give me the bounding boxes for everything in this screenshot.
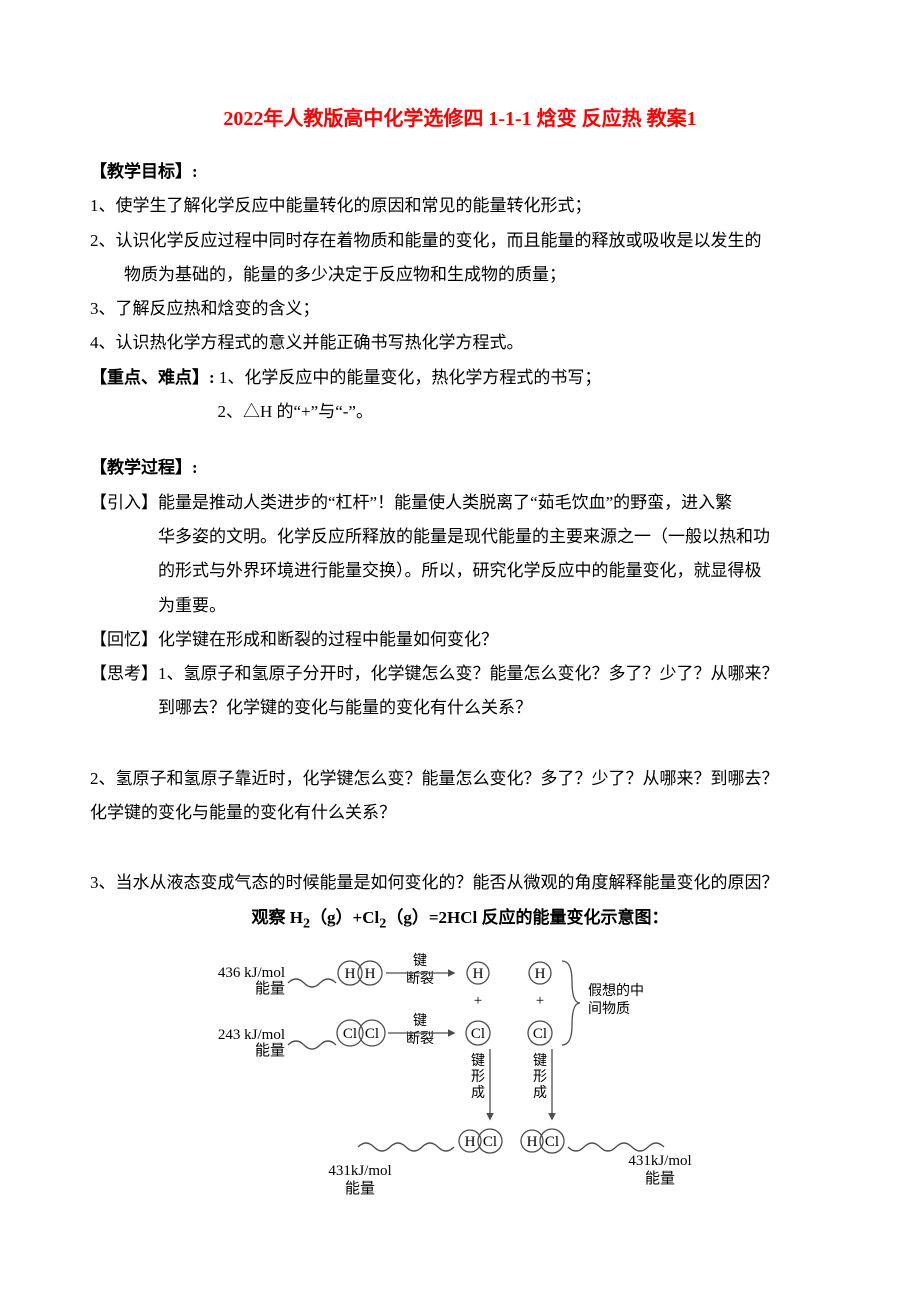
hcl-2: H Cl bbox=[521, 1129, 564, 1153]
goal-3: 3、了解反应热和焓变的含义； bbox=[90, 293, 830, 325]
energy-diagram: 436 kJ/mol 能量 243 kJ/mol 能量 H H Cl Cl bbox=[190, 943, 730, 1203]
svg-text:成: 成 bbox=[471, 1085, 485, 1101]
intro-line2: 华多姿的文明。化学反应所释放的能量是现代能量的主要来源之一（一般以热和功 bbox=[90, 521, 830, 553]
observe-sub1: 2 bbox=[303, 915, 310, 931]
observe-middle: （g）+Cl bbox=[310, 908, 379, 927]
recall-line: 【回忆】化学键在形成和断裂的过程中能量如何变化？ bbox=[90, 624, 830, 656]
svg-text:Cl: Cl bbox=[533, 1026, 547, 1042]
think1-line1: 【思考】1、氢原子和氢原子分开时，化学键怎么变？能量怎么变化？多了？少了？从哪来… bbox=[90, 658, 830, 690]
svg-text:+: + bbox=[474, 993, 482, 1009]
intro-text-1: 能量是推动人类进步的“杠杆”！能量使人类脱离了“茹毛饮血”的野蛮，进入繁 bbox=[158, 493, 732, 512]
think1-line2: 到哪去？化学键的变化与能量的变化有什么关系？ bbox=[90, 692, 830, 724]
svg-text:H: H bbox=[473, 966, 484, 982]
svg-text:H: H bbox=[527, 1134, 538, 1150]
svg-text:假想的中: 假想的中 bbox=[588, 983, 644, 999]
process-heading-text: 【教学过程】: bbox=[90, 458, 198, 477]
intro-line3: 的形式与外界环境进行能量交换）。所以，研究化学反应中的能量变化，就显得极 bbox=[90, 555, 830, 587]
goal-1: 1、使学生了解化学反应中能量转化的原因和常见的能量转化形式； bbox=[90, 190, 830, 222]
keypoint-2: 2、△H 的“+”与“-”。 bbox=[90, 396, 830, 428]
keypoint-heading: 【重点、难点】: bbox=[90, 368, 215, 387]
svg-text:Cl: Cl bbox=[343, 1026, 357, 1042]
svg-text:键: 键 bbox=[471, 1053, 485, 1069]
recall-text: 化学键在形成和断裂的过程中能量如何变化？ bbox=[158, 630, 498, 649]
svg-text:键: 键 bbox=[413, 1013, 427, 1029]
svg-text:Cl: Cl bbox=[365, 1026, 379, 1042]
e431-left-energy: 能量 bbox=[345, 1180, 375, 1197]
keypoint-line1: 【重点、难点】: 1、化学反应中的能量变化，热化学方程式的书写； bbox=[90, 362, 830, 394]
observe-line: 观察 H2（g）+Cl2（g）=2HCl 反应的能量变化示意图： bbox=[90, 902, 830, 937]
page-title: 2022年人教版高中化学选修四 1-1-1 焓变 反应热 教案1 bbox=[90, 100, 830, 138]
goal-2-line1: 2、认识化学反应过程中同时存在着物质和能量的变化，而且能量的释放或吸收是以发生的 bbox=[90, 225, 830, 257]
svg-text:H: H bbox=[345, 966, 356, 982]
hcl-1: H Cl bbox=[459, 1129, 502, 1153]
svg-text:+: + bbox=[536, 993, 544, 1009]
svg-text:H: H bbox=[365, 966, 376, 982]
observe-prefix: 观察 H bbox=[252, 908, 303, 927]
e243-energy: 能量 bbox=[255, 1042, 285, 1059]
intro-line1: 【引入】能量是推动人类进步的“杠杆”！能量使人类脱离了“茹毛饮血”的野蛮，进入繁 bbox=[90, 487, 830, 519]
goals-heading-text: 【教学目标】: bbox=[90, 162, 198, 181]
svg-text:间物质: 间物质 bbox=[588, 1001, 630, 1017]
intermediate-col1: H + Cl bbox=[466, 962, 490, 1045]
think2-line2: 化学键的变化与能量的变化有什么关系？ bbox=[90, 797, 830, 829]
goal-4: 4、认识热化学方程式的意义并能正确书写热化学方程式。 bbox=[90, 327, 830, 359]
process-heading: 【教学过程】: bbox=[90, 452, 830, 484]
keypoint-1: 1、化学反应中的能量变化，热化学方程式的书写； bbox=[219, 368, 602, 387]
think-head: 【思考】 bbox=[90, 664, 158, 683]
intro-line4: 为重要。 bbox=[90, 590, 830, 622]
e431-right: 431kJ/mol bbox=[628, 1153, 691, 1169]
clcl-molecule: Cl Cl bbox=[337, 1020, 385, 1046]
svg-text:形: 形 bbox=[471, 1069, 485, 1085]
svg-text:H: H bbox=[465, 1134, 476, 1150]
think3-line: 3、当水从液态变成气态的时候能量是如何变化的？能否从微观的角度解释能量变化的原因… bbox=[90, 867, 830, 899]
svg-text:H: H bbox=[535, 966, 546, 982]
goal-2-line2: 物质为基础的，能量的多少决定于反应物和生成物的质量； bbox=[90, 259, 830, 291]
e243-label: 243 kJ/mol bbox=[218, 1027, 285, 1043]
goals-heading: 【教学目标】: bbox=[90, 156, 830, 188]
recall-head: 【回忆】 bbox=[90, 630, 158, 649]
think2-line1: 2、氢原子和氢原子靠近时，化学键怎么变？能量怎么变化？多了？少了？从哪来？到哪去… bbox=[90, 763, 830, 795]
e431-left: 431kJ/mol bbox=[328, 1163, 391, 1179]
e431-right-energy: 能量 bbox=[645, 1170, 675, 1187]
e436-energy: 能量 bbox=[255, 980, 285, 997]
svg-text:Cl: Cl bbox=[483, 1134, 497, 1150]
svg-text:Cl: Cl bbox=[471, 1026, 485, 1042]
svg-text:键: 键 bbox=[413, 953, 427, 969]
svg-text:Cl: Cl bbox=[545, 1134, 559, 1150]
think1-text1: 1、氢原子和氢原子分开时，化学键怎么变？能量怎么变化？多了？少了？从哪来？ bbox=[158, 664, 779, 683]
intro-head: 【引入】 bbox=[90, 493, 158, 512]
e436-label: 436 kJ/mol bbox=[218, 965, 285, 981]
svg-text:形: 形 bbox=[533, 1069, 547, 1085]
svg-text:键: 键 bbox=[533, 1053, 547, 1069]
intermediate-col2: H + Cl bbox=[528, 962, 552, 1045]
hh-molecule: H H bbox=[338, 961, 382, 985]
observe-suffix: （g）=2HCl 反应的能量变化示意图： bbox=[386, 908, 668, 927]
svg-text:成: 成 bbox=[533, 1085, 547, 1101]
